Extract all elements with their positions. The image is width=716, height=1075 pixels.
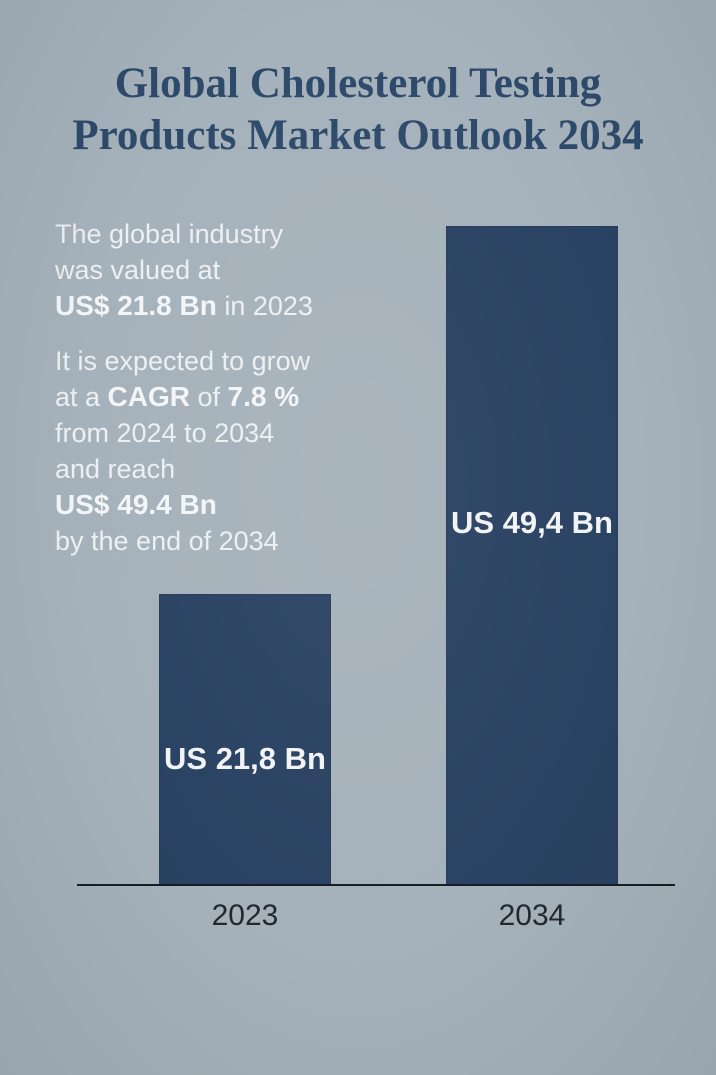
bar-2034: US 49,4 Bn <box>446 226 618 885</box>
forecast-paragraph: It is expected to grow at a CAGR of 7.8 %… <box>55 343 405 559</box>
forecast-line2-pre: at a <box>55 382 108 412</box>
forecast-period: from 2024 to 2034 <box>55 418 275 448</box>
page-title: Global Cholesterol Testing Products Marke… <box>0 58 716 162</box>
x-tick-2023: 2023 <box>211 899 279 932</box>
x-axis-line <box>77 884 675 886</box>
forecast-end: by the end of 2034 <box>55 526 279 556</box>
forecast-reach: and reach <box>55 454 176 484</box>
valuation-amount: US$ 21.8 Bn <box>55 290 217 321</box>
page-title-line1: Global Cholesterol Testing <box>114 60 602 107</box>
cagr-value: 7.8 % <box>227 381 300 412</box>
valuation-line2: was valued at <box>55 255 221 285</box>
x-tick-2034: 2034 <box>498 899 566 932</box>
bar-2034-value-label: US 49,4 Bn <box>451 505 613 540</box>
valuation-paragraph: The global industry was valued at US$ 21.8… <box>55 216 405 324</box>
valuation-year: in 2023 <box>216 291 313 321</box>
valuation-line1: The global industry <box>55 219 284 249</box>
cagr-label: CAGR <box>107 381 190 412</box>
page-title-line2: Products Market Outlook 2034 <box>72 112 644 159</box>
forecast-line2-mid: of <box>190 382 228 412</box>
forecast-amount: US$ 49.4 Bn <box>55 489 217 520</box>
forecast-line1: It is expected to grow <box>55 346 311 376</box>
bar-2023: US 21,8 Bn <box>159 594 331 885</box>
annotation-text: The global industry was valued at US$ 21.8… <box>55 216 405 559</box>
bar-2023-value-label: US 21,8 Bn <box>164 741 326 776</box>
